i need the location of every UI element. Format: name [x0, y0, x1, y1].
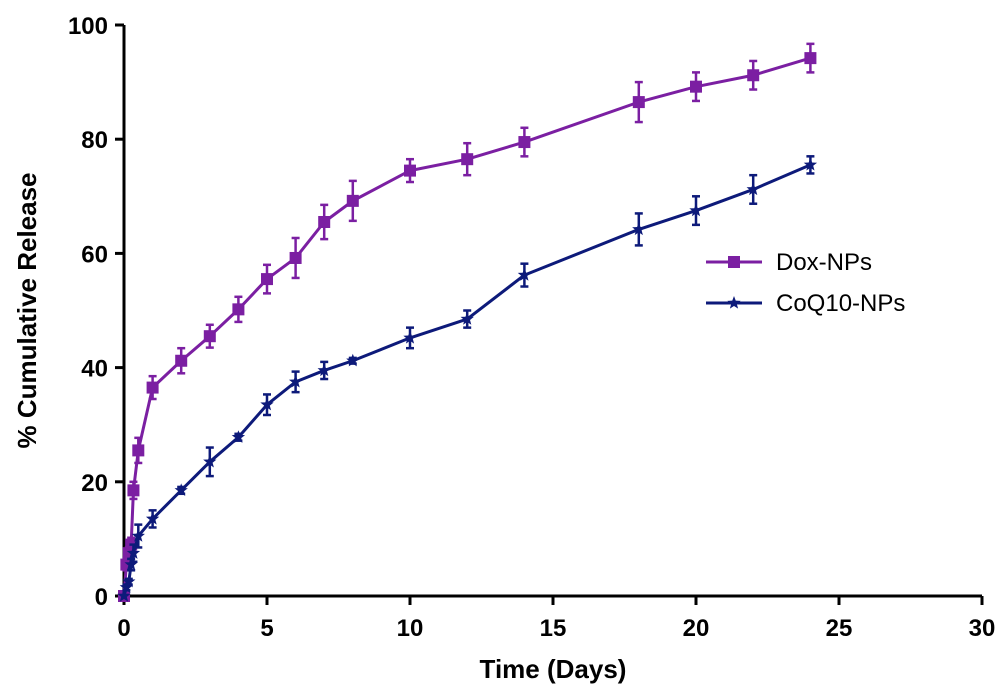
data-point: [127, 484, 140, 497]
data-point: [346, 353, 360, 367]
data-point: [203, 330, 216, 343]
x-tick-label: 0: [117, 615, 130, 642]
data-point: [232, 303, 245, 316]
data-point: [746, 182, 760, 196]
series-layer: [117, 42, 818, 602]
x-axis-title: Time (Days): [480, 654, 627, 684]
legend-marker-dox: [728, 256, 740, 268]
y-tick-label: 80: [81, 127, 108, 154]
legend-label-coq10: CoQ10-NPs: [776, 290, 905, 317]
data-point: [318, 215, 331, 228]
legend-label-dox: Dox-NPs: [776, 249, 872, 276]
x-tick-label: 10: [397, 615, 424, 642]
data-point: [632, 222, 646, 236]
y-tick-label: 40: [81, 356, 108, 383]
data-point: [124, 557, 138, 571]
data-point: [132, 444, 145, 457]
data-point: [261, 273, 273, 286]
data-point: [404, 164, 416, 177]
x-axis-ticks: 0 5 10 15 20 25 30: [117, 596, 995, 642]
data-point: [288, 374, 303, 388]
x-tick-label: 20: [683, 615, 710, 642]
data-point: [403, 330, 417, 344]
data-point: [117, 589, 131, 602]
data-point: [689, 203, 703, 217]
legend: Dox-NPs CoQ10-NPs: [706, 249, 905, 317]
data-point: [517, 268, 532, 281]
y-tick-label: 0: [95, 584, 108, 611]
data-point: [146, 381, 159, 394]
x-tick-label: 30: [969, 615, 996, 642]
data-point: [632, 96, 645, 109]
data-point: [803, 157, 818, 171]
data-point: [804, 52, 817, 65]
data-point: [460, 312, 474, 325]
legend-item-coq10: CoQ10-NPs: [706, 290, 905, 317]
data-point: [461, 153, 474, 166]
data-point: [231, 430, 246, 443]
data-point: [203, 454, 217, 468]
data-point: [122, 574, 136, 588]
y-tick-label: 100: [68, 13, 108, 40]
series-line: [122, 163, 811, 597]
y-tick-label: 60: [81, 241, 108, 268]
y-axis-ticks: 0 20 40 60 80 100: [68, 13, 124, 611]
x-tick-label: 15: [540, 615, 567, 642]
x-tick-label: 25: [826, 615, 853, 642]
data-point: [174, 483, 188, 497]
y-axis-title: % Cumulative Release: [12, 172, 42, 448]
data-point: [119, 580, 134, 594]
data-point: [518, 136, 531, 149]
series-1: [117, 155, 818, 602]
legend-item-dox: Dox-NPs: [706, 249, 872, 276]
series-0: [118, 42, 817, 602]
data-point: [289, 251, 302, 264]
legend-marker-coq10: [727, 296, 741, 309]
data-point: [260, 397, 274, 411]
data-point: [145, 511, 160, 525]
data-point: [747, 69, 760, 82]
y-tick-label: 20: [81, 470, 108, 497]
data-point: [346, 194, 359, 207]
data-point: [317, 363, 331, 377]
data-point: [175, 354, 188, 367]
data-point: [690, 80, 702, 93]
data-point: [126, 546, 141, 559]
x-tick-label: 5: [260, 615, 273, 642]
data-point: [131, 529, 145, 542]
